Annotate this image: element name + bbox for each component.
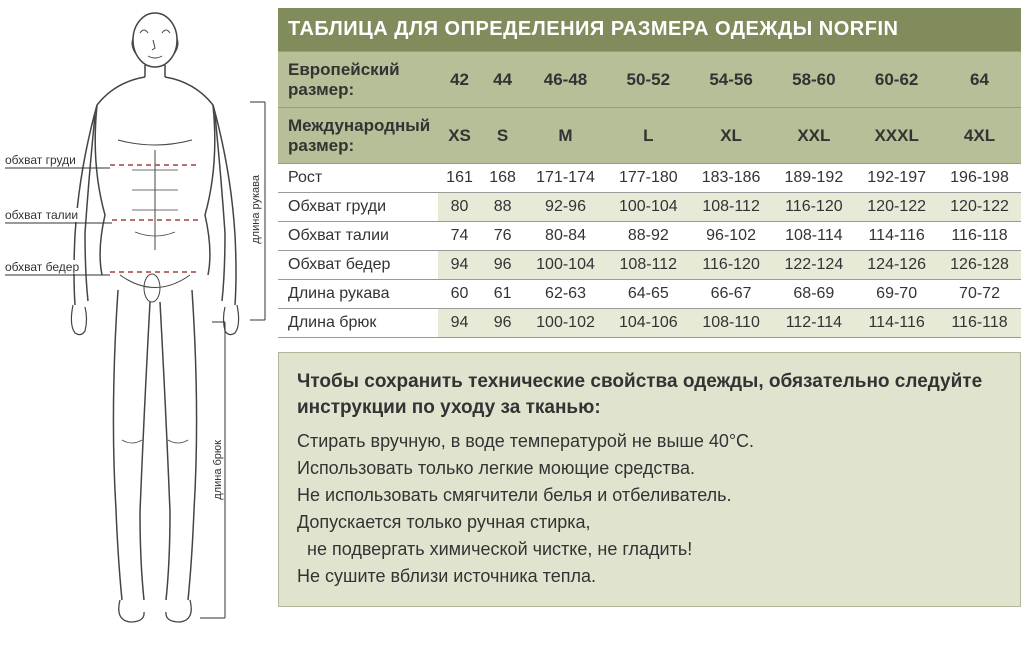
label-hip: обхват бедер [5, 260, 79, 274]
care-line: Допускается только ручная стирка, [297, 509, 1002, 536]
care-line: Стирать вручную, в воде температурой не … [297, 428, 1002, 455]
table-row: Обхват талии 747680-8488-9296-102108-114… [278, 222, 1021, 251]
label-pants: длина брюк [212, 440, 224, 500]
label-sleeve: длина рукава [250, 175, 262, 244]
eu-size-label: Европейский размер: [278, 52, 438, 108]
eu-size-row: Европейский размер: 42 44 46-48 50-52 54… [278, 52, 1021, 108]
label-chest: обхват груди [5, 153, 76, 167]
care-title: Чтобы сохранить технические свойства оде… [297, 369, 1002, 420]
size-table: ТАБЛИЦА ДЛЯ ОПРЕДЕЛЕНИЯ РАЗМЕРА ОДЕЖДЫ N… [278, 8, 1021, 338]
table-row: Обхват бедер 9496100-104108-112116-12012… [278, 251, 1021, 280]
body-figure: обхват груди обхват талии обхват бедер д… [0, 0, 278, 651]
table-row: Рост 161168171-174177-180183-186189-1921… [278, 164, 1021, 193]
intl-size-row: Международный размер: XS S M L XL XXL XX… [278, 108, 1021, 164]
size-table-body: Рост 161168171-174177-180183-186189-1921… [278, 164, 1021, 338]
care-instructions: Чтобы сохранить технические свойства оде… [278, 352, 1021, 607]
care-line: Не использовать смягчители белья и отбел… [297, 482, 1002, 509]
care-line: Использовать только легкие моющие средст… [297, 455, 1002, 482]
table-title: ТАБЛИЦА ДЛЯ ОПРЕДЕЛЕНИЯ РАЗМЕРА ОДЕЖДЫ N… [278, 8, 1021, 52]
care-line: не подвергать химической чистке, не глад… [297, 536, 1002, 563]
intl-size-label: Международный размер: [278, 108, 438, 164]
care-line: Не сушите вблизи источника тепла. [297, 563, 1002, 590]
table-row: Длина брюк 9496100-102104-106108-110112-… [278, 309, 1021, 338]
table-row: Обхват груди 808892-96100-104108-112116-… [278, 193, 1021, 222]
table-row: Длина рукава 606162-6364-6566-6768-6969-… [278, 280, 1021, 309]
label-waist: обхват талии [5, 208, 78, 222]
